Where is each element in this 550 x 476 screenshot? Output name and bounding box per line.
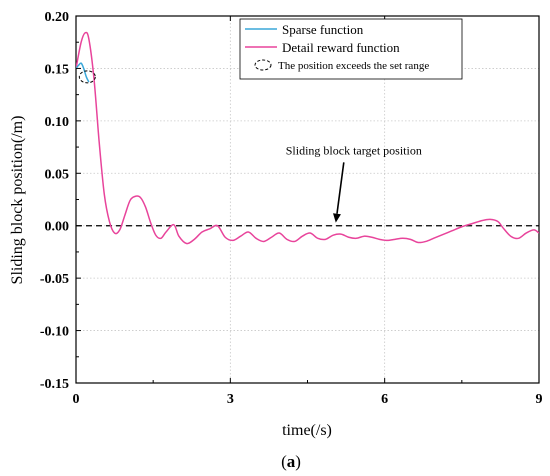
y-tick-label: 0.05 bbox=[45, 167, 70, 182]
exceed-range-marker bbox=[78, 70, 96, 84]
x-tick-label: 0 bbox=[73, 392, 80, 407]
legend-label-exceed: The position exceeds the set range bbox=[278, 60, 429, 72]
y-tick-label: -0.10 bbox=[40, 325, 69, 340]
legend-label-sparse: Sparse function bbox=[282, 22, 364, 37]
ticks bbox=[75, 15, 540, 384]
y-tick-label: -0.15 bbox=[40, 377, 69, 392]
y-tick-label: 0.15 bbox=[45, 62, 70, 77]
y-tick-label: 0.00 bbox=[45, 220, 70, 235]
annotation-group: Sliding block target position bbox=[286, 143, 422, 223]
figure-caption: (a) bbox=[281, 452, 301, 471]
annotation-target-position: Sliding block target position bbox=[286, 143, 422, 157]
y-tick-label: -0.05 bbox=[40, 272, 69, 287]
x-tick-label: 3 bbox=[227, 392, 234, 407]
series-group bbox=[76, 31, 539, 245]
x-axis-title: time(/s) bbox=[282, 422, 332, 439]
y-tick-label: 0.20 bbox=[45, 10, 70, 25]
x-tick-label: 9 bbox=[536, 392, 543, 407]
tick-labels: 0 3 6 9 0.20 0.15 0.10 0.05 0.00 -0.05 -0.10 -0.15 bbox=[40, 10, 543, 407]
series-line-sparse bbox=[76, 62, 90, 83]
annotation-arrowhead bbox=[333, 213, 341, 223]
legend-swatch-exceed bbox=[254, 59, 272, 71]
x-tick-label: 6 bbox=[381, 392, 388, 407]
legend: Sparse function Detail reward function T… bbox=[239, 18, 463, 80]
y-axis-title: Sliding block position(/m) bbox=[9, 116, 26, 285]
annotation-arrow bbox=[336, 162, 345, 214]
legend-label-detail: Detail reward function bbox=[282, 40, 400, 55]
y-tick-label: 0.10 bbox=[45, 115, 70, 130]
series-line-detail bbox=[76, 31, 539, 245]
